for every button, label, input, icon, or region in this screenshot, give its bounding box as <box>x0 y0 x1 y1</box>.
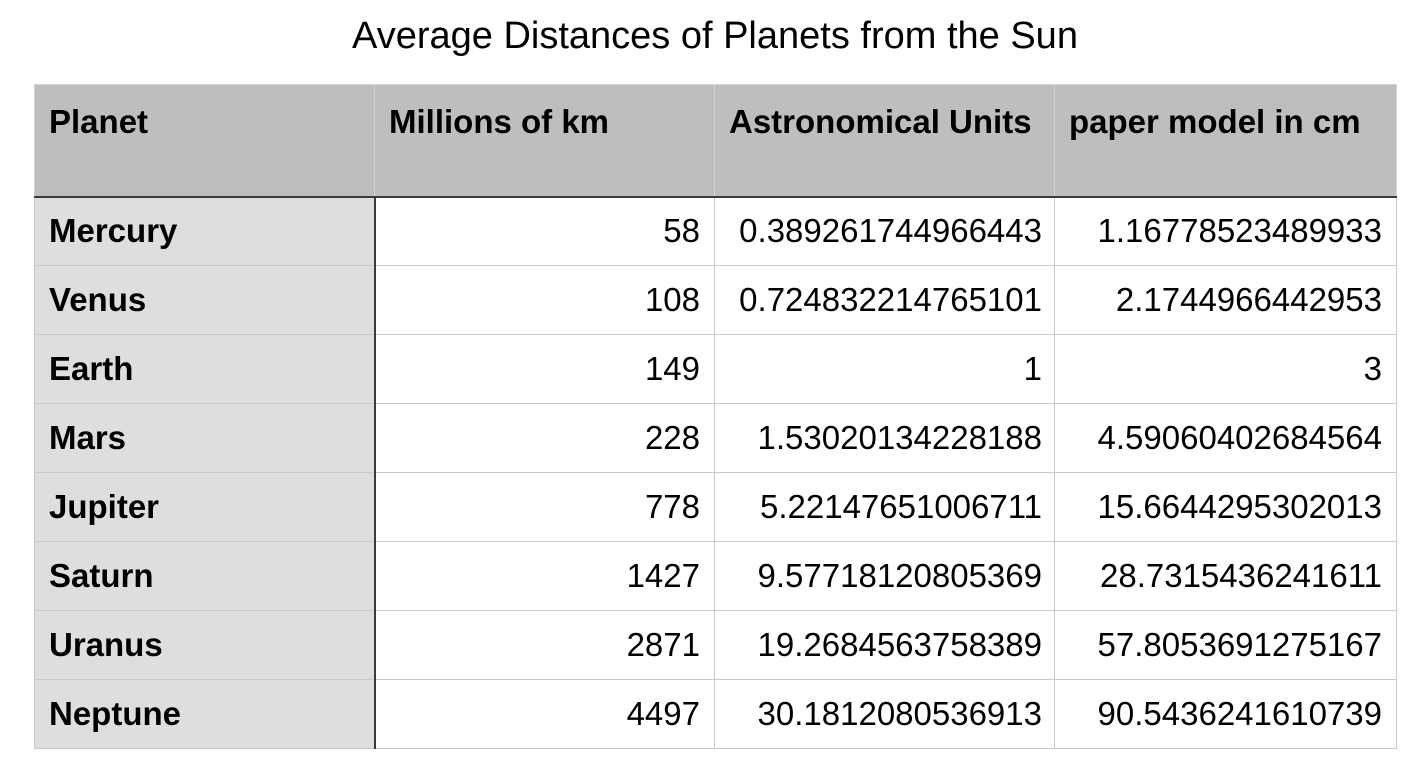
column-header-millions-of-km: Millions of km <box>374 84 715 198</box>
paper-model-cell: 57.8053691275167 <box>1054 610 1397 680</box>
table-row: Jupiter 778 5.22147651006711 15.66442953… <box>34 472 1397 542</box>
header-row: Planet Millions of km Astronomical Units… <box>34 84 1397 198</box>
paper-model-cell: 15.6644295302013 <box>1054 472 1397 542</box>
astronomical-units-cell: 30.1812080536913 <box>714 679 1055 749</box>
paper-model-cell: 2.1744966442953 <box>1054 265 1397 335</box>
millions-km-cell: 58 <box>374 196 715 266</box>
column-header-astronomical-units: Astronomical Units <box>714 84 1055 198</box>
table-title: Average Distances of Planets from the Su… <box>352 15 1078 57</box>
planet-distance-table: Planet Millions of km Astronomical Units… <box>34 84 1397 749</box>
astronomical-units-cell: 19.2684563758389 <box>714 610 1055 680</box>
astronomical-units-cell: 5.22147651006711 <box>714 472 1055 542</box>
column-header-planet: Planet <box>34 84 375 198</box>
millions-km-cell: 108 <box>374 265 715 335</box>
millions-km-cell: 4497 <box>374 679 715 749</box>
astronomical-units-cell: 1 <box>714 334 1055 404</box>
planet-name-cell: Jupiter <box>34 472 376 542</box>
planet-name-cell: Uranus <box>34 610 376 680</box>
table-row: Uranus 2871 19.2684563758389 57.80536912… <box>34 610 1397 680</box>
paper-model-cell: 3 <box>1054 334 1397 404</box>
planet-name-cell: Saturn <box>34 541 376 611</box>
astronomical-units-cell: 0.724832214765101 <box>714 265 1055 335</box>
planet-name-cell: Neptune <box>34 679 376 749</box>
millions-km-cell: 2871 <box>374 610 715 680</box>
planet-name-cell: Earth <box>34 334 376 404</box>
column-header-paper-model-cm: paper model in cm <box>1054 84 1397 198</box>
table-row: Mercury 58 0.389261744966443 1.167785234… <box>34 196 1397 266</box>
millions-km-cell: 228 <box>374 403 715 473</box>
table-row: Mars 228 1.53020134228188 4.590604026845… <box>34 403 1397 473</box>
table-row: Earth 149 1 3 <box>34 334 1397 404</box>
paper-model-cell: 1.16778523489933 <box>1054 196 1397 266</box>
planet-name-cell: Venus <box>34 265 376 335</box>
millions-km-cell: 1427 <box>374 541 715 611</box>
paper-model-cell: 4.59060402684564 <box>1054 403 1397 473</box>
paper-model-cell: 90.5436241610739 <box>1054 679 1397 749</box>
table-row: Saturn 1427 9.57718120805369 28.73154362… <box>34 541 1397 611</box>
millions-km-cell: 778 <box>374 472 715 542</box>
table-row: Neptune 4497 30.1812080536913 90.5436241… <box>34 679 1397 749</box>
paper-model-cell: 28.7315436241611 <box>1054 541 1397 611</box>
millions-km-cell: 149 <box>374 334 715 404</box>
planet-name-cell: Mars <box>34 403 376 473</box>
astronomical-units-cell: 9.57718120805369 <box>714 541 1055 611</box>
planet-name-cell: Mercury <box>34 196 376 266</box>
astronomical-units-cell: 0.389261744966443 <box>714 196 1055 266</box>
astronomical-units-cell: 1.53020134228188 <box>714 403 1055 473</box>
table-row: Venus 108 0.724832214765101 2.1744966442… <box>34 265 1397 335</box>
